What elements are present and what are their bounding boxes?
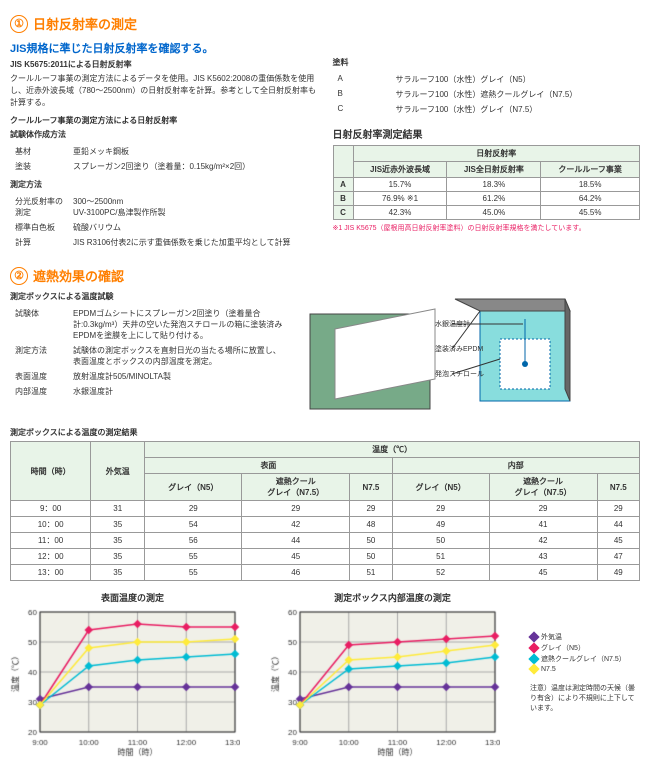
section1-num: ① [10, 15, 28, 33]
section1-title: ①日射反射率の測定 [10, 14, 640, 33]
section2-title: ②遮熱効果の確認 [10, 266, 640, 285]
paints-table: Aサラルーフ100（水性）グレイ（N5）Bサラルーフ100（水性）遮熱クールグレ… [333, 71, 583, 118]
desc1: クールルーフ事業の測定方法によるデータを使用。JIS K5602:2008の重価… [10, 73, 318, 109]
note1: ※1 JIS K5675（屋根用高日射反射率塗料）の日射反射率規格を満たしていま… [333, 223, 641, 233]
temperature-table: 時間（時）外気温温度（℃）表面内部グレイ（N5）遮熱クール グレイ（N7.5）N… [10, 441, 640, 581]
test-box-diagram: 水銀温度計 塗装済みEPDM 発泡スチロール [305, 289, 585, 419]
section2-num: ② [10, 267, 28, 285]
surface-temp-chart: 表面温度の測定 [10, 591, 255, 759]
sub-jis: JIS規格に準じた日射反射率を確認する。 [10, 40, 318, 56]
kv-table1: 基材亜鉛メッキ鋼板塗装スプレーガン2回塗り（塗着量：0.15kg/m²×2回） [10, 143, 255, 175]
inside-temp-chart: 測定ボックス内部温度の測定 [270, 591, 515, 759]
kv-table2: 分光反射率の測定300～2500nm UV-3100PC/島津製作所製標準白色板… [10, 193, 296, 251]
kv-table3: 試験体EPDMゴムシートにスプレーガン2回塗り（塗着量合計:0.3kg/m³）天… [10, 305, 290, 400]
reflectance-table: 日射反射率JIS近赤外波長域JIS全日射反射率クールルーフ事業A15.7%18.… [333, 145, 641, 220]
chart-legend: 外気温グレイ（N5）遮熱クールグレイ（N7.5）N7.5 [530, 632, 640, 673]
